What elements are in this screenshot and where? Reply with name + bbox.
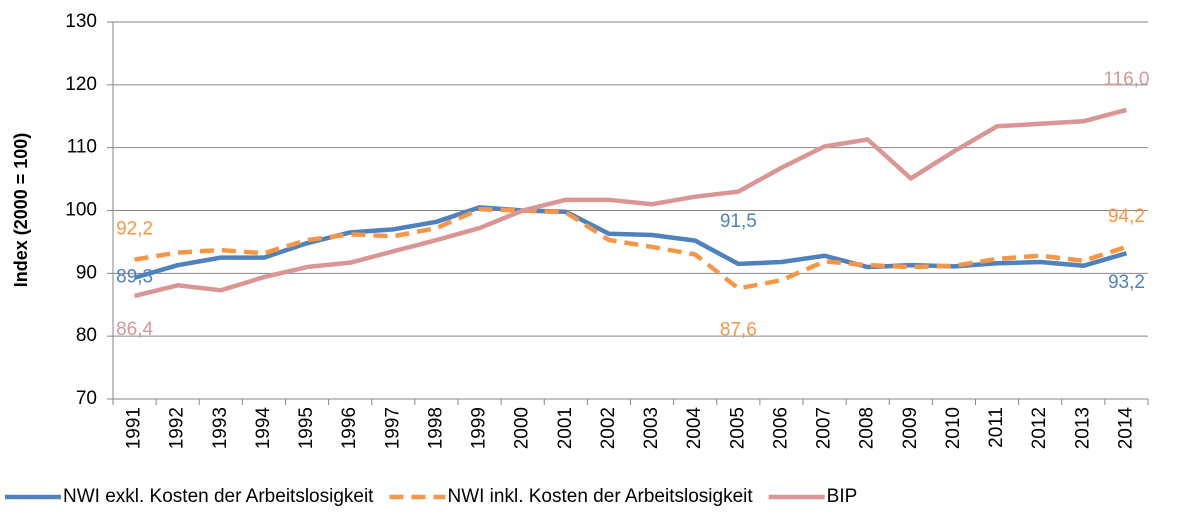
x-tick-label: 1997 [382,407,403,449]
data-label: 87,6 [720,319,757,340]
y-tick-label: 100 [65,200,97,221]
y-tick-label: 80 [76,325,97,346]
x-tick-label: 2011 [986,407,1007,448]
x-tick-label: 2014 [1115,407,1136,450]
x-tick-label: 1999 [469,407,490,449]
x-tick-label: 2009 [900,407,921,449]
x-tick-label: 2004 [684,407,705,450]
legend-label: NWI exkl. Kosten der Arbeitslosigkeit [63,486,374,507]
x-tick-label: 2012 [1029,407,1050,449]
y-tick-label: 90 [76,262,97,283]
x-tick-label: 1998 [425,407,446,449]
x-tick-label: 1992 [167,407,188,449]
data-label: 89,3 [116,267,153,288]
data-label: 94,2 [1108,206,1145,227]
x-tick-label: 1995 [296,407,317,449]
x-tick-label: 2005 [727,407,748,449]
series-line [134,107,1128,299]
x-tick-label: 2013 [1072,407,1093,449]
x-tick-label: 2002 [598,407,619,449]
x-tick-label: 1996 [339,407,360,449]
data-label: 116,0 [1103,69,1149,90]
data-label: 86,4 [116,319,153,340]
x-tick-label: 1993 [210,407,231,449]
x-tick-label: 2006 [770,407,791,449]
x-tick-label: 1991 [124,407,145,449]
x-tick-label: 2003 [641,407,662,449]
legend-label: NWI inkl. Kosten der Arbeitslosigkeit [447,486,753,507]
y-tick-label: 120 [65,74,97,95]
x-tick-label: 2000 [512,407,533,449]
x-tick-label: 1994 [253,407,274,450]
data-label: 91,5 [720,211,757,232]
x-tick-label: 2010 [943,407,964,449]
series-line [134,206,1128,291]
x-tick-label: 2007 [814,407,835,449]
y-tick-label: 130 [65,11,97,32]
y-tick-label: 110 [67,137,97,158]
data-label: 93,2 [1108,272,1145,293]
legend-label: BIP [827,486,858,507]
y-axis-title: Index (2000 = 100) [11,133,31,288]
x-tick-label: 2001 [555,407,576,449]
y-tick-label: 70 [76,388,97,409]
x-tick-label: 2008 [857,407,878,449]
data-label: 92,2 [116,219,153,240]
